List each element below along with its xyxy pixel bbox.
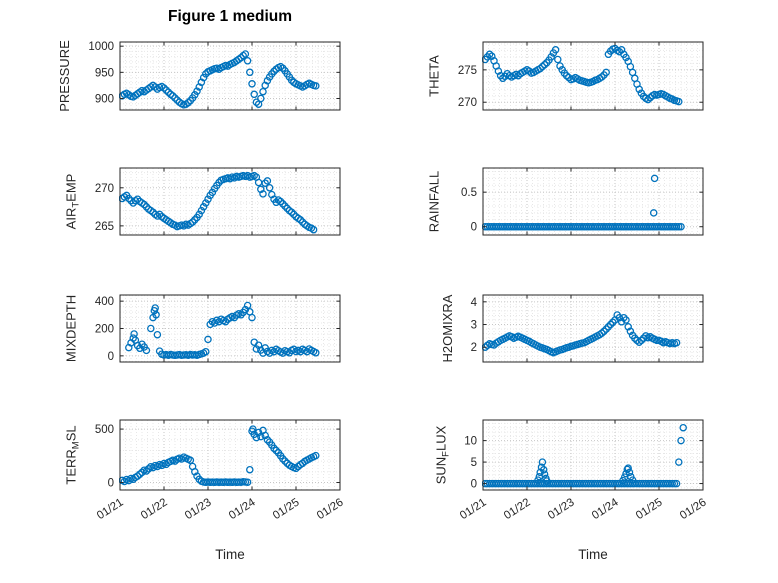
axes-box bbox=[482, 294, 704, 363]
axes-box bbox=[119, 167, 341, 236]
major-grid bbox=[483, 295, 703, 362]
y-tick-label: 270 bbox=[95, 183, 114, 195]
y-tick-label: 400 bbox=[95, 296, 114, 308]
y-tick-label: 900 bbox=[95, 93, 114, 105]
y-tick-label: 200 bbox=[95, 324, 114, 336]
ylabel-mixdepth: MIXDEPTH bbox=[64, 295, 79, 362]
figure-title: Figure 1 medium bbox=[167, 8, 293, 25]
xlabel-time-right: Time bbox=[578, 547, 608, 562]
x-tick-label: 01/23 bbox=[183, 496, 214, 522]
subplot-rainfall: 0 0.5 RAINFALL bbox=[427, 167, 704, 236]
minor-grid bbox=[483, 168, 703, 235]
y-tick-label: 2 bbox=[471, 342, 477, 354]
y-tick-label: 3 bbox=[471, 320, 477, 332]
y-tick-label: 5 bbox=[471, 457, 477, 469]
x-tick-label: 01/26 bbox=[315, 496, 346, 522]
major-grid bbox=[120, 420, 340, 490]
y-tick-label: 4 bbox=[471, 297, 478, 309]
y-tick-label: 270 bbox=[458, 97, 477, 109]
x-tick-label: 01/21 bbox=[95, 496, 126, 522]
axes-box bbox=[482, 167, 704, 236]
x-tick-label: 01/22 bbox=[139, 496, 170, 522]
scatter-series bbox=[482, 311, 681, 357]
ylabel-pressure: PRESSURE bbox=[57, 40, 72, 112]
y-tick-label: 265 bbox=[95, 221, 114, 233]
tick-marks bbox=[119, 420, 341, 490]
scatter-series bbox=[119, 171, 318, 234]
y-tick-label: 0 bbox=[471, 479, 477, 491]
x-tick-label: 01/21 bbox=[458, 496, 489, 522]
tick-marks bbox=[119, 42, 341, 110]
tick-marks bbox=[482, 168, 704, 235]
minor-grid bbox=[483, 295, 703, 362]
axes-box bbox=[119, 41, 341, 111]
scatter-series bbox=[482, 174, 685, 231]
y-tick-label: 950 bbox=[95, 67, 114, 79]
subplot-sun-flux: 0 5 10 01/21 01/22 01/23 01/24 01/25 01/26 SUNFLU… bbox=[433, 419, 709, 522]
subplot-terr-msl: 0 500 01/21 01/22 01/23 01/24 01/25 01/26 TERRMS… bbox=[64, 419, 346, 522]
y-tick-label: 0 bbox=[108, 351, 114, 363]
x-tick-label: 01/22 bbox=[502, 496, 533, 522]
x-tick-label: 01/25 bbox=[634, 496, 665, 522]
x-tick-label: 01/24 bbox=[227, 496, 258, 522]
subplot-pressure: 900 950 1000 PRESSURE bbox=[57, 40, 341, 112]
y-tick-label: 0 bbox=[471, 222, 477, 234]
ylabel-theta: THETA bbox=[427, 55, 442, 97]
tick-marks bbox=[482, 420, 704, 490]
subplot-theta: 270 275 THETA bbox=[427, 41, 704, 111]
x-tick-label: 01/26 bbox=[678, 496, 709, 522]
x-tick-label: 01/23 bbox=[546, 496, 577, 522]
scatter-series bbox=[482, 44, 683, 106]
tick-marks bbox=[119, 295, 341, 362]
tick-marks bbox=[119, 168, 341, 235]
y-tick-label: 1000 bbox=[88, 41, 114, 53]
x-tick-label: 01/25 bbox=[271, 496, 302, 522]
ylabel-rainfall: RAINFALL bbox=[427, 171, 442, 232]
ylabel-h2omixra: H2OMIXRA bbox=[440, 294, 455, 362]
y-tick-label: 500 bbox=[95, 424, 114, 436]
scatter-series bbox=[482, 423, 687, 488]
axes-box bbox=[482, 41, 704, 111]
ylabel-terr-msl: TERRMSL bbox=[64, 425, 82, 484]
y-tick-label: 0.5 bbox=[461, 187, 477, 199]
ylabel-sun-flux: SUNFLUX bbox=[433, 425, 451, 484]
y-tick-label: 275 bbox=[458, 65, 477, 77]
minor-grid bbox=[120, 420, 340, 490]
major-grid bbox=[120, 295, 340, 362]
axes-box bbox=[482, 419, 704, 491]
y-tick-label: 0 bbox=[108, 478, 114, 490]
y-tick-label: 10 bbox=[464, 436, 477, 448]
subplot-airtemp: 265 270 AIRTEMP bbox=[64, 167, 341, 236]
scatter-series bbox=[119, 425, 320, 487]
axes-box bbox=[119, 419, 341, 491]
scatter-series bbox=[125, 301, 320, 360]
minor-grid bbox=[483, 420, 703, 490]
xlabel-time-left: Time bbox=[215, 547, 245, 562]
tick-marks bbox=[482, 42, 704, 110]
subplot-h2omixra: 2 3 4 H2OMIXRA bbox=[440, 294, 704, 363]
ylabel-airtemp: AIRTEMP bbox=[64, 174, 82, 230]
tick-marks bbox=[482, 295, 704, 362]
scatter-series bbox=[119, 50, 320, 109]
subplot-mixdepth: 0 200 400 MIXDEPTH bbox=[64, 294, 341, 363]
x-tick-label: 01/24 bbox=[590, 496, 621, 522]
